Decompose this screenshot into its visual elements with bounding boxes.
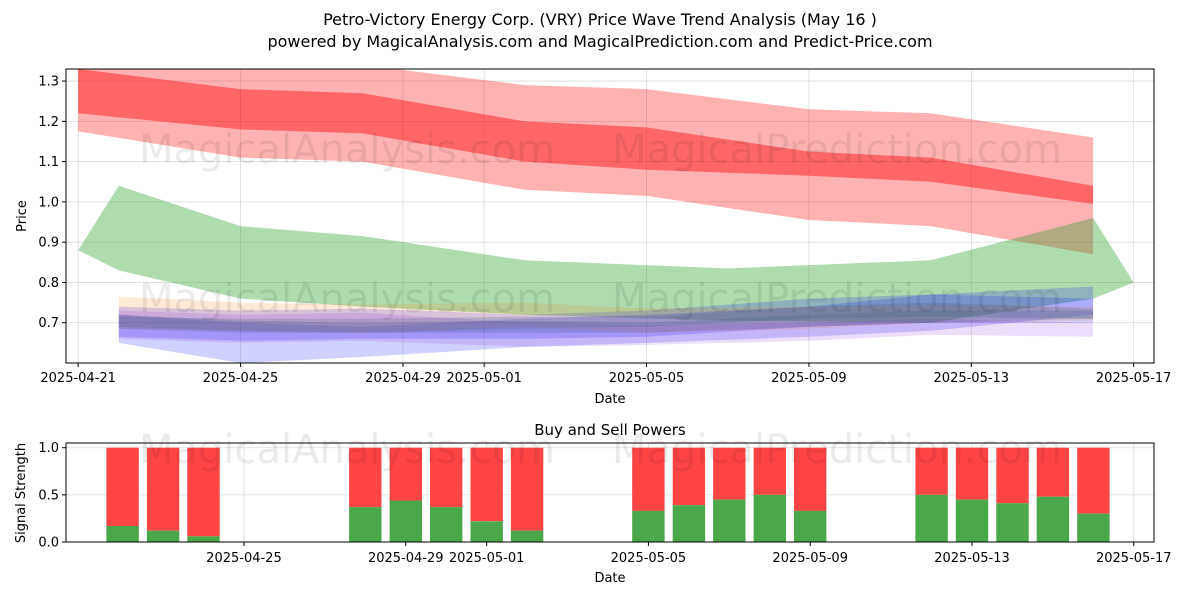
power-y-label: Signal Strength xyxy=(14,443,29,543)
power-bars xyxy=(106,447,1110,542)
price-band-blue-1 xyxy=(118,286,1094,363)
buy-power-bar xyxy=(1077,513,1110,542)
buy-power-bar xyxy=(106,526,139,542)
figure-title-line1: Petro-Victory Energy Corp. (VRY) Price W… xyxy=(323,10,877,29)
power-x-tick-label: 2025-04-29 xyxy=(368,551,444,566)
power-x-tick-label: 2025-04-25 xyxy=(206,551,282,566)
price-x-tick-label: 2025-05-09 xyxy=(771,371,847,386)
sell-power-bar xyxy=(753,447,786,495)
power-y-tick-label: 1.0 xyxy=(38,441,59,456)
buy-power-bar xyxy=(672,505,706,542)
power-x-axis: 2025-04-25 2025-04-29 2025-05-01 2025-05-05… xyxy=(206,542,1172,566)
sell-power-bar xyxy=(389,447,422,501)
power-y-tick-label: 0.5 xyxy=(38,488,59,503)
buy-power-bar xyxy=(510,530,544,542)
price-y-tick-label: 1.2 xyxy=(38,115,59,130)
price-watermark-3: MagicalAnalysis.com xyxy=(139,276,555,322)
power-watermark-2: MagicalPrediction.com xyxy=(612,427,1062,473)
sell-power-bar xyxy=(632,447,665,511)
price-band-green xyxy=(78,185,1134,323)
power-y-tick-label: 0.0 xyxy=(38,536,59,551)
buy-power-bar xyxy=(632,510,665,542)
price-y-axis: 0.7 0.8 0.9 1.0 1.1 1.2 1.3 xyxy=(38,75,66,331)
buy-power-bar xyxy=(996,503,1029,542)
price-band-purple xyxy=(118,310,1094,347)
sell-power-bar xyxy=(430,447,463,508)
price-x-tick-label: 2025-05-01 xyxy=(446,371,522,386)
price-band-blue-2 xyxy=(118,294,1094,341)
price-plot-background xyxy=(66,69,1154,363)
power-x-label: Date xyxy=(594,571,625,586)
sell-power-bar xyxy=(510,447,544,531)
price-band-red-outer xyxy=(78,69,1094,255)
power-plot-frame xyxy=(65,442,1155,543)
buy-power-bar xyxy=(146,530,180,542)
price-x-tick-label: 2025-05-13 xyxy=(934,371,1010,386)
price-x-tick-label: 2025-04-25 xyxy=(203,371,279,386)
buy-power-bar xyxy=(713,499,746,542)
buy-power-bar xyxy=(955,499,989,542)
power-chart-title: Buy and Sell Powers xyxy=(534,421,686,439)
price-x-label: Date xyxy=(594,392,625,407)
price-bands xyxy=(78,69,1134,363)
buy-power-bar xyxy=(794,510,827,542)
sell-power-bar xyxy=(349,447,382,508)
price-x-tick-label: 2025-05-05 xyxy=(609,371,685,386)
price-y-tick-label: 0.8 xyxy=(38,276,59,291)
figure-title-line2: powered by MagicalAnalysis.com and Magic… xyxy=(267,32,932,51)
price-x-tick-label: 2025-04-29 xyxy=(365,371,441,386)
buy-power-bar xyxy=(470,521,503,542)
price-band-red-inner xyxy=(78,69,1094,204)
sell-power-bar xyxy=(955,447,989,500)
buy-power-bar xyxy=(349,507,382,542)
sell-power-bar xyxy=(672,447,706,506)
price-x-tick-label: 2025-05-17 xyxy=(1096,371,1172,386)
price-band-orange xyxy=(118,296,1094,333)
buy-power-bar xyxy=(915,494,948,542)
price-x-tick-label: 2025-04-21 xyxy=(40,371,116,386)
price-watermark-4: MagicalPrediction.com xyxy=(612,276,1062,322)
price-y-tick-label: 0.9 xyxy=(38,236,59,251)
buy-power-bar xyxy=(187,536,220,542)
price-y-tick-label: 1.3 xyxy=(38,75,59,90)
price-x-axis: 2025-04-21 2025-04-25 2025-04-29 2025-05-01… xyxy=(40,363,1171,386)
price-chart: MagicalAnalysis.com MagicalPrediction.co… xyxy=(15,68,1171,407)
price-band-slate-1 xyxy=(118,302,1094,333)
power-x-tick-label: 2025-05-01 xyxy=(449,551,525,566)
price-plot-frame xyxy=(65,68,1155,364)
buy-power-bar xyxy=(389,500,422,542)
sell-power-bar xyxy=(146,447,180,531)
sell-power-bar xyxy=(794,447,827,511)
sell-power-bar xyxy=(106,447,139,526)
price-watermark-2: MagicalPrediction.com xyxy=(612,127,1062,173)
sell-power-bar xyxy=(1077,447,1110,514)
power-x-tick-label: 2025-05-09 xyxy=(772,551,848,566)
buy-power-bar xyxy=(430,507,463,542)
price-y-tick-label: 1.1 xyxy=(38,155,59,170)
price-grid xyxy=(66,69,1154,363)
price-y-label: Price xyxy=(15,200,30,232)
price-watermark-1: MagicalAnalysis.com xyxy=(139,127,555,173)
sell-power-bar xyxy=(187,447,220,537)
sell-power-bar xyxy=(996,447,1029,504)
price-band-slate-2 xyxy=(118,310,1094,333)
power-chart: Buy and Sell Powers MagicalAnalysis.com … xyxy=(14,421,1172,586)
price-y-tick-label: 1.0 xyxy=(38,195,59,210)
sell-power-bar xyxy=(1036,447,1070,497)
sell-power-bar xyxy=(713,447,746,500)
power-watermark-1: MagicalAnalysis.com xyxy=(139,427,555,473)
buy-power-bar xyxy=(1036,496,1070,542)
power-x-tick-label: 2025-05-05 xyxy=(611,551,687,566)
power-x-tick-label: 2025-05-13 xyxy=(934,551,1010,566)
buy-power-bar xyxy=(753,494,786,542)
sell-power-bar xyxy=(470,447,503,522)
price-y-tick-label: 0.7 xyxy=(38,316,59,331)
power-x-tick-label: 2025-05-17 xyxy=(1096,551,1172,566)
power-y-axis: 0.0 0.5 1.0 xyxy=(38,441,66,551)
sell-power-bar xyxy=(915,447,948,495)
